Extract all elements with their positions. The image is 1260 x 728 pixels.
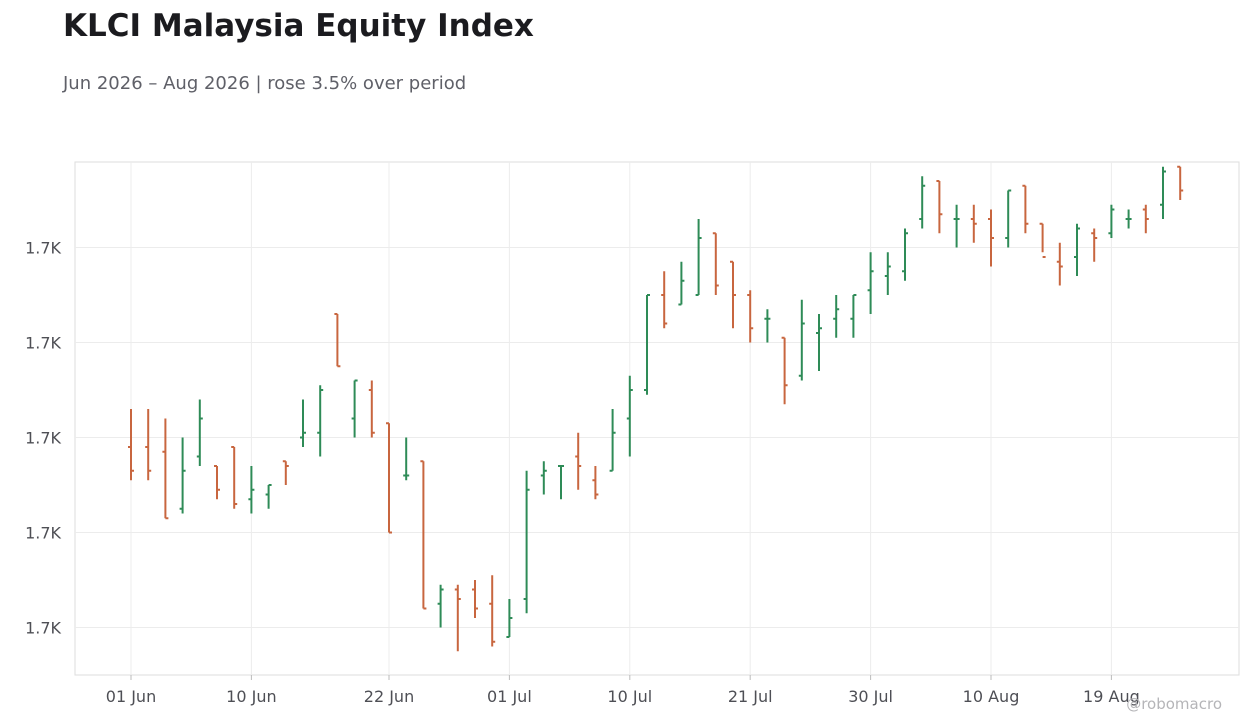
x-tick-label: 21 Jul	[728, 687, 773, 706]
ohlc-bar	[1142, 204, 1149, 234]
ohlc-bar	[231, 446, 238, 509]
ohlc-bar	[833, 295, 840, 338]
ohlc-bar	[781, 336, 788, 405]
x-tick-label: 01 Jun	[106, 687, 156, 706]
ohlc-bar	[1039, 222, 1046, 258]
ohlc-bar	[317, 385, 324, 457]
ohlc-bar	[179, 437, 186, 514]
x-tick-label: 10 Jul	[607, 687, 652, 706]
ohlc-bar	[351, 379, 358, 438]
y-tick-label: 1.7K	[25, 619, 61, 638]
ohlc-bar	[1125, 209, 1132, 229]
ohlc-bar	[196, 399, 203, 466]
ohlc-bar	[1160, 166, 1166, 219]
ohlc-bar	[1074, 223, 1080, 276]
ohlc-bar	[678, 261, 685, 306]
y-tick-label: 1.7K	[25, 239, 61, 258]
ohlc-bar	[592, 466, 599, 500]
ohlc-bar	[300, 399, 306, 447]
ohlc-bar	[970, 204, 977, 243]
ohlc-bar	[437, 584, 444, 628]
ohlc-bar	[798, 299, 805, 381]
ohlc-bar	[128, 409, 134, 481]
ohlc-bar	[988, 209, 994, 267]
ohlc-bar	[884, 252, 891, 295]
ohlc-bar	[214, 465, 220, 500]
ohlc-bar	[919, 176, 926, 229]
ohlc-bar	[575, 432, 582, 490]
ohlc-bar	[420, 460, 427, 610]
credit-watermark: @robomacro	[1126, 695, 1222, 713]
ohlc-bar	[661, 271, 668, 329]
x-tick-label: 10 Jun	[226, 687, 276, 706]
ohlc-bar	[1056, 242, 1063, 286]
y-tick-label: 1.7K	[25, 334, 61, 353]
ohlc-bar	[609, 409, 616, 472]
ohlc-bar	[386, 422, 392, 534]
ohlc-bar	[558, 465, 564, 500]
ohlc-bar	[1177, 165, 1184, 200]
x-tick-label: 30 Jul	[848, 687, 893, 706]
ohlc-bar	[712, 232, 719, 295]
ohlc-bars	[128, 165, 1184, 652]
plot-frame	[74, 161, 1240, 676]
chart-title: KLCI Malaysia Equity Index	[63, 8, 534, 44]
ohlc-bar	[265, 484, 272, 509]
ohlc-bar	[747, 290, 754, 343]
ohlc-bar	[334, 313, 341, 368]
x-tick-label: 10 Aug	[963, 687, 1020, 706]
ohlc-bar	[1108, 204, 1115, 238]
ohlc-bar	[902, 228, 908, 281]
ohlc-bar	[506, 599, 513, 638]
ohlc-bar	[695, 219, 702, 296]
x-axis: 01 Jun 10 Jun 22 Jun 01 Jul 10 Jul 21 Jul 30 J…	[106, 675, 1140, 706]
y-tick-label: 1.7K	[25, 524, 61, 543]
y-tick-label: 1.7K	[25, 429, 61, 448]
grid-lines	[75, 162, 1239, 675]
ohlc-bar	[368, 380, 375, 438]
x-tick-label: 01 Jul	[487, 687, 532, 706]
ohlc-bar	[764, 309, 771, 343]
ohlc-bar	[1091, 228, 1098, 262]
ohlc-bar	[472, 580, 478, 618]
ohlc-bar	[282, 460, 289, 485]
ohlc-bar	[248, 466, 255, 514]
ohlc-bar	[626, 375, 633, 457]
ohlc-bar	[489, 575, 496, 647]
ohlc-bar	[816, 314, 822, 371]
ohlc-bar	[454, 584, 461, 652]
ohlc-bar	[403, 437, 410, 481]
ohlc-bar	[644, 294, 650, 395]
ohlc-bar	[936, 180, 943, 234]
ohlc-bar	[1005, 189, 1012, 248]
ohlc-bar	[523, 470, 530, 614]
x-tick-label: 22 Jun	[364, 687, 414, 706]
ohlc-bar	[1022, 184, 1029, 234]
ohlc-bar	[145, 409, 152, 481]
y-axis: 1.7K 1.7K 1.7K 1.7K 1.7K	[25, 239, 61, 638]
ohlc-bar	[540, 461, 547, 495]
ohlc-bar	[867, 252, 874, 314]
ohlc-bar	[953, 204, 960, 248]
ohlc-bar	[850, 294, 857, 338]
ohlc-bar	[162, 418, 169, 520]
chart-subtitle: Jun 2026 – Aug 2026 | rose 3.5% over per…	[63, 73, 467, 94]
x-tick-label: 19 Aug	[1083, 687, 1140, 706]
ohlc-bar	[730, 260, 736, 329]
